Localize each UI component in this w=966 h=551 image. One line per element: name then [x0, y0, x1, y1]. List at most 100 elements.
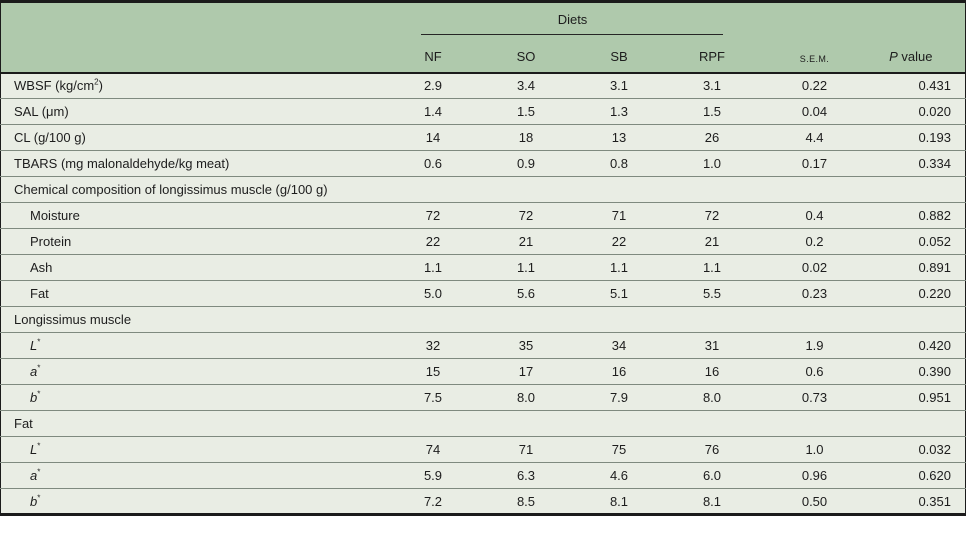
value-cell: 1.0 — [665, 150, 759, 177]
value-cell: 5.6 — [479, 280, 573, 307]
results-table: Diets S.E.M. P value NF SO SB RPF WBSF (… — [0, 0, 966, 516]
sem-cell: 0.4 — [758, 202, 871, 229]
row-label: L* — [0, 436, 387, 463]
sem-cell: 0.02 — [758, 254, 871, 281]
pvalue-cell: 0.020 — [870, 98, 966, 125]
pvalue-cell: 0.431 — [918, 78, 951, 94]
row-label: b* — [0, 488, 387, 515]
pvalue-cell: 0.420 — [870, 332, 966, 359]
value-cell: 34 — [572, 332, 666, 359]
value-cell: 22 — [386, 228, 480, 255]
value-cell: 31 — [665, 332, 759, 359]
value-cell: 5.5 — [665, 280, 759, 307]
row-label: Ash — [0, 254, 387, 281]
value-cell: 0.6 — [386, 150, 480, 177]
value-cell: 1.1 — [386, 254, 480, 281]
pvalue-header-italic: P — [889, 48, 898, 64]
table-row: SAL (μm) 1.4 1.5 1.3 1.5 0.04 0.020 — [0, 98, 966, 125]
value-cell: 7.5 — [386, 384, 480, 411]
sem-cell: 0.50 — [758, 488, 871, 515]
value-cell: 18 — [479, 124, 573, 151]
row-label: L* — [0, 332, 387, 359]
table-row: Ash 1.1 1.1 1.1 1.1 0.02 0.891 — [0, 254, 966, 281]
table-row: a* 15 17 16 16 0.6 0.390 — [0, 358, 966, 385]
pvalue-column-header: P value — [870, 1, 966, 74]
value-cell: 35 — [479, 332, 573, 359]
table-row: a* 5.9 6.3 4.6 6.0 0.96 0.620 — [0, 462, 966, 489]
pvalue-cell: 0.032 — [870, 436, 966, 463]
value-cell: 22 — [572, 228, 666, 255]
table-body: WBSF (kg/cm2) 2.9 3.4 3.1 3.1 0.22 0.431… — [0, 73, 966, 515]
value-cell: 1.5 — [479, 98, 573, 125]
value-cell: 7.9 — [572, 384, 666, 411]
column-header-rpf: RPF — [665, 41, 759, 74]
value-cell: 8.0 — [479, 384, 573, 411]
value-cell: 6.3 — [479, 462, 573, 489]
section-label: Longissimus muscle — [0, 306, 966, 333]
value-cell: 76 — [665, 436, 759, 463]
table-header: Diets S.E.M. P value NF SO SB RPF — [0, 1, 966, 74]
row-label: Fat — [0, 280, 387, 307]
value-cell: 0.9 — [479, 150, 573, 177]
sem-cell: 0.23 — [758, 280, 871, 307]
value-cell: 7.2 — [386, 488, 480, 515]
value-cell: 21 — [479, 228, 573, 255]
sem-cell: 0.22 — [801, 78, 828, 94]
table-row: CL (g/100 g) 14 18 13 26 4.4 0.193 — [0, 124, 966, 151]
value-cell: 16 — [572, 358, 666, 385]
header-columns-row: NF SO SB RPF — [1, 41, 966, 74]
value-cell: 1.5 — [665, 98, 759, 125]
pvalue-cell: 0.891 — [870, 254, 966, 281]
row-label: b* — [0, 384, 387, 411]
sem-cell: 0.17 — [758, 150, 871, 177]
pvalue-cell: 0.334 — [870, 150, 966, 177]
header-label-spacer — [0, 1, 387, 74]
column-header-sb: SB — [572, 41, 666, 74]
row-label: a* — [0, 462, 387, 489]
row-label: SAL (μm) — [0, 98, 387, 125]
pvalue-cell: 0.620 — [870, 462, 966, 489]
diets-group-label: Diets — [557, 12, 588, 27]
value-cell: 5.9 — [386, 462, 480, 489]
value-cell: 16 — [665, 358, 759, 385]
section-label: Chemical composition of longissimus musc… — [0, 176, 966, 203]
value-cell: 1.1 — [479, 254, 573, 281]
value-cell: 3.4 — [516, 78, 536, 94]
pvalue-cell: 0.351 — [870, 488, 966, 515]
value-cell: 21 — [665, 228, 759, 255]
value-cell: 1.1 — [665, 254, 759, 281]
sem-cell: 1.0 — [758, 436, 871, 463]
diets-group-inner: Diets — [387, 3, 759, 35]
value-cell: 14 — [386, 124, 480, 151]
value-cell: 8.0 — [665, 384, 759, 411]
column-header-so: SO — [479, 41, 573, 74]
value-cell: 1.3 — [572, 98, 666, 125]
value-cell: 71 — [479, 436, 573, 463]
sem-cell: 0.73 — [758, 384, 871, 411]
pvalue-cell: 0.193 — [870, 124, 966, 151]
table-row: Protein 22 21 22 21 0.2 0.052 — [0, 228, 966, 255]
value-cell: 26 — [665, 124, 759, 151]
value-cell: 4.6 — [572, 462, 666, 489]
section-label: Fat — [0, 410, 966, 437]
table-row: b* 7.5 8.0 7.9 8.0 0.73 0.951 — [0, 384, 966, 411]
pvalue-cell: 0.390 — [870, 358, 966, 385]
sem-cell: 0.96 — [758, 462, 871, 489]
value-cell: 0.8 — [572, 150, 666, 177]
pvalue-cell: 0.882 — [870, 202, 966, 229]
table-row: L* 74 71 75 76 1.0 0.032 — [0, 436, 966, 463]
pvalue-cell: 0.052 — [870, 228, 966, 255]
table-row: Moisture 72 72 71 72 0.4 0.882 — [0, 202, 966, 229]
sem-cell: 0.04 — [758, 98, 871, 125]
value-cell: 15 — [386, 358, 480, 385]
diets-group-header: Diets — [386, 1, 759, 42]
section-row: Longissimus muscle — [0, 306, 966, 333]
column-header-nf: NF — [386, 41, 480, 74]
value-cell: 3.1 — [609, 78, 629, 94]
header-group-row: Diets S.E.M. P value — [0, 1, 966, 74]
value-cell: 74 — [386, 436, 480, 463]
table-row: TBARS (mg malonaldehyde/kg meat) 0.6 0.9… — [0, 150, 966, 177]
value-cell: 72 — [665, 202, 759, 229]
value-cell: 8.1 — [665, 488, 759, 515]
